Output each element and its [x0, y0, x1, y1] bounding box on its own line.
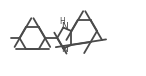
Text: N: N: [61, 22, 68, 31]
Text: H: H: [59, 17, 65, 26]
Text: N: N: [61, 45, 68, 54]
